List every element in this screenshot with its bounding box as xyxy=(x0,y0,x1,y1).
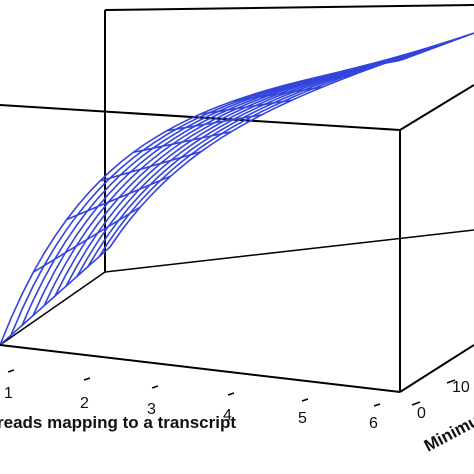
mesh-line-v xyxy=(54,46,438,297)
x-tick-mark xyxy=(227,392,235,396)
mesh-line-v xyxy=(109,32,474,248)
mesh-line-v xyxy=(10,56,408,336)
y-axis: 0 10 Minimu xyxy=(417,379,474,456)
surface-mesh xyxy=(0,32,474,346)
x-tick-label: 3 xyxy=(147,401,156,418)
y-axis-label: Minimu xyxy=(421,411,474,456)
y-tick-label: 0 xyxy=(417,405,426,422)
frame-edge xyxy=(399,84,474,131)
x-tick-mark xyxy=(301,398,309,402)
mesh-line-v xyxy=(21,54,415,326)
x-tick-label: 6 xyxy=(369,415,378,432)
x-tick-mark xyxy=(7,369,15,373)
mesh-line-v xyxy=(32,51,423,316)
x-tick-label: 4 xyxy=(223,407,232,424)
frame-edge xyxy=(0,344,401,393)
x-axis: 1 2 3 4 5 6 reads mapping to a transcrip… xyxy=(0,385,378,432)
frame-front xyxy=(0,84,474,407)
frame-edge xyxy=(0,271,106,346)
mesh-line-v xyxy=(65,43,445,287)
mesh-line-v xyxy=(43,48,430,307)
y-tick-mark xyxy=(446,379,456,384)
y-tick-mark xyxy=(411,401,421,406)
x-tick-label: 2 xyxy=(80,395,89,412)
mesh-line-v xyxy=(98,35,467,258)
frame-edge xyxy=(399,344,474,393)
x-tick-label: 1 xyxy=(4,385,13,402)
frame-edge xyxy=(104,4,474,11)
x-tick-mark xyxy=(83,377,91,381)
mesh-line-v xyxy=(87,37,460,268)
x-axis-label: reads mapping to a transcript xyxy=(0,413,236,432)
mesh-line-v xyxy=(0,59,401,346)
x-tick-mark xyxy=(151,385,159,389)
y-tick-label: 10 xyxy=(452,379,470,396)
x-tick-label: 5 xyxy=(298,410,307,427)
x-tick-mark xyxy=(373,403,381,407)
frame-edge xyxy=(104,229,474,273)
